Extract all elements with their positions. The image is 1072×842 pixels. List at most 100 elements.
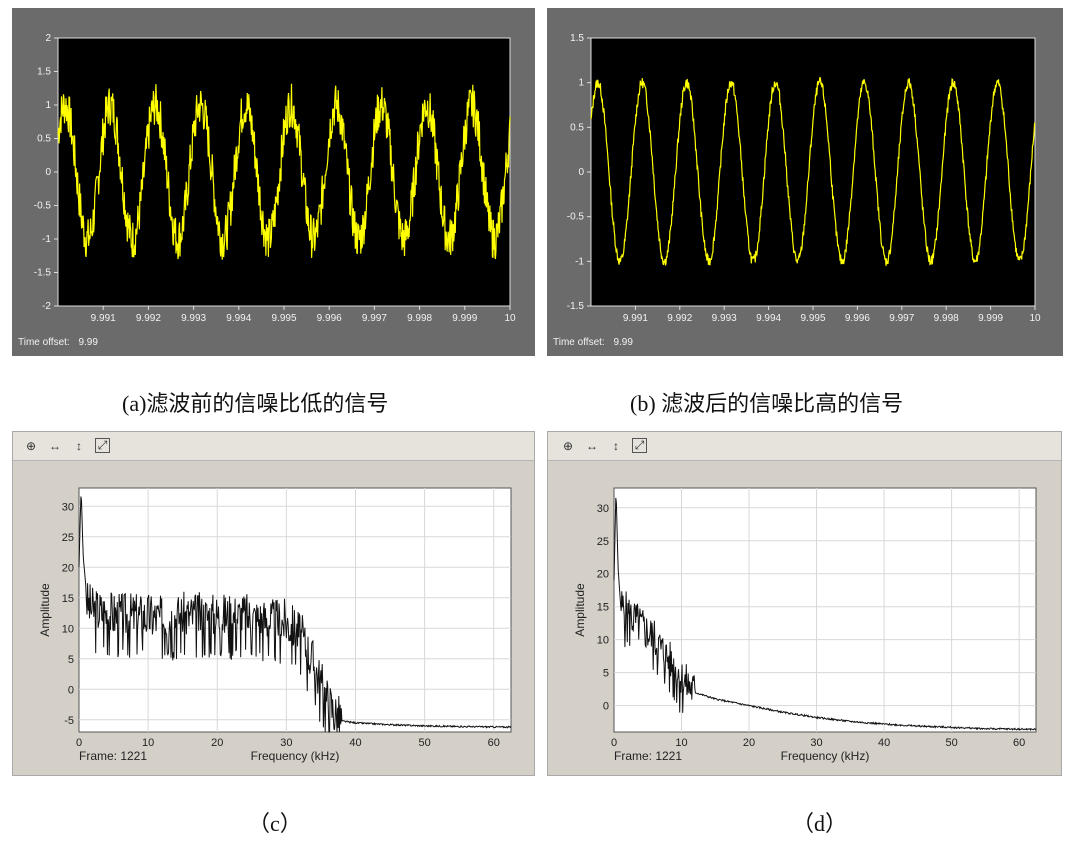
x-tick-label: 9.993 (712, 313, 737, 324)
x-tick-label: 10 (504, 313, 516, 324)
x-tick-label: 10 (1029, 313, 1041, 324)
plot-area (590, 37, 1036, 307)
fit-view-icon[interactable]: ⤢ (632, 438, 647, 453)
scope-panel-a: -2 -1.5 -1 -0.5 0 0.5 1 1.5 2 9.991 9.992 9.993 9.99… (12, 8, 535, 356)
y-tick-label: 20 (62, 562, 74, 574)
time-offset-label: Time offset: (553, 337, 605, 348)
y-tick-label: -5 (64, 715, 74, 727)
x-tick-label: 0 (76, 737, 82, 749)
y-tick-label: 0 (578, 167, 584, 178)
y-tick-label: -1.5 (34, 268, 52, 279)
y-tick-label: 15 (62, 593, 74, 605)
y-tick-label: 0 (68, 684, 74, 696)
plot-area (78, 487, 512, 733)
x-tick-label: 9.997 (889, 313, 914, 324)
time-offset-value: 9.99 (78, 337, 98, 348)
signal-line (57, 83, 511, 260)
x-tick-label: 10 (142, 737, 154, 749)
zoom-x-icon[interactable]: ↔ (49, 439, 61, 453)
spectrum-panel-c: ⊕ ↔ ↕ ⤢ 0 10 20 30 40 50 60 -5 0 5 10 15 20 25 30 Frequ… (12, 431, 535, 776)
x-tick-label: 9.991 (623, 313, 648, 324)
y-tick-label: 1.5 (37, 67, 51, 78)
caption-c: （c） (248, 811, 302, 836)
y-tick-label: 25 (597, 536, 609, 548)
toolbar-d: ⊕ ↔ ↕ ⤢ (548, 432, 1061, 461)
zoom-in-icon[interactable]: ⊕ (562, 439, 574, 453)
y-tick-label: 30 (597, 503, 609, 515)
y-axis-label: Amplitude (573, 583, 587, 637)
x-tick-label: 9.992 (136, 313, 161, 324)
y-tick-label: 10 (597, 635, 609, 647)
x-axis-label: Frequency (kHz) (251, 749, 340, 763)
x-tick-label: 9.995 (800, 313, 825, 324)
x-tick-label: 9.997 (362, 313, 387, 324)
zoom-x-icon[interactable]: ↔ (586, 439, 598, 453)
y-tick-label: 0.5 (570, 122, 584, 133)
zoom-y-icon[interactable]: ↕ (76, 439, 82, 453)
y-tick-label: 15 (597, 602, 609, 614)
fit-view-icon[interactable]: ⤢ (95, 438, 110, 453)
x-tick-label: 9.994 (756, 313, 781, 324)
y-tick-label: 1 (578, 78, 584, 89)
x-tick-label: 9.992 (667, 313, 692, 324)
x-tick-label: 40 (349, 737, 361, 749)
x-tick-label: 60 (488, 737, 500, 749)
x-tick-label: 9.996 (845, 313, 870, 324)
zoom-y-icon[interactable]: ↕ (613, 439, 619, 453)
x-tick-label: 30 (280, 737, 292, 749)
y-tick-label: 1 (45, 100, 51, 111)
scope-panel-b: -1.5 -1 -0.5 0 0.5 1 1.5 9.991 9.992 9.993 9.994 9.… (547, 8, 1063, 356)
x-tick-label: 9.998 (934, 313, 959, 324)
x-tick-label: 0 (611, 737, 617, 749)
y-tick-label: -1.5 (567, 301, 585, 312)
x-tick-label: 60 (1013, 737, 1025, 749)
y-tick-label: -0.5 (34, 201, 52, 212)
signal-line (590, 76, 1036, 266)
time-offset-a: Time offset: 9.99 (18, 337, 98, 348)
x-tick-label: 9.993 (181, 313, 206, 324)
x-axis-label: Frequency (kHz) (781, 749, 870, 763)
y-tick-label: -1 (42, 234, 51, 245)
zoom-in-icon[interactable]: ⊕ (25, 439, 37, 453)
y-tick-label: 25 (62, 532, 74, 544)
caption-b: (b) 滤波后的信噪比高的信号 (630, 391, 904, 416)
toolbar-c: ⊕ ↔ ↕ ⤢ (13, 432, 534, 461)
y-tick-label: 0 (45, 167, 51, 178)
time-offset-value: 9.99 (613, 337, 633, 348)
frame-label-c: Frame: 1221 (79, 749, 148, 763)
time-offset-label: Time offset: (18, 337, 70, 348)
x-tick-label: 40 (878, 737, 890, 749)
frame-label-d: Frame: 1221 (614, 749, 683, 763)
spectrum-line (78, 496, 512, 733)
y-tick-label: -2 (42, 301, 51, 312)
time-offset-b: Time offset: 9.99 (553, 337, 633, 348)
x-tick-label: 20 (211, 737, 223, 749)
y-tick-label: 10 (62, 623, 74, 635)
x-tick-label: 50 (418, 737, 430, 749)
y-axis-label: Amplitude (38, 583, 52, 637)
y-tick-label: -0.5 (567, 212, 585, 223)
y-tick-label: 20 (597, 569, 609, 581)
y-tick-label: 1.5 (570, 33, 584, 44)
y-tick-label: 0.5 (37, 134, 51, 145)
y-tick-label: 0 (603, 701, 609, 713)
y-tick-label: -1 (575, 256, 584, 267)
x-tick-label: 9.996 (317, 313, 342, 324)
plot-area (57, 37, 511, 307)
x-tick-label: 20 (743, 737, 755, 749)
spectrum-line (613, 497, 1037, 732)
x-tick-label: 10 (675, 737, 687, 749)
y-tick-label: 2 (45, 33, 51, 44)
y-tick-label: 5 (68, 654, 74, 666)
y-tick-label: 30 (62, 501, 74, 513)
caption-a: (a)滤波前的信噪比低的信号 (122, 391, 389, 416)
x-tick-label: 9.994 (226, 313, 251, 324)
x-tick-label: 9.999 (452, 313, 477, 324)
spectrum-panel-d: ⊕ ↔ ↕ ⤢ 0 10 20 30 40 50 60 0 5 10 15 20 25 30 Frequen… (547, 431, 1062, 776)
x-tick-label: 9.999 (978, 313, 1003, 324)
caption-d: （d） (792, 811, 848, 836)
x-tick-label: 30 (810, 737, 822, 749)
scope-chart-a: -2 -1.5 -1 -0.5 0 0.5 1 1.5 2 9.991 9.992 9.993 9.99… (34, 33, 516, 324)
